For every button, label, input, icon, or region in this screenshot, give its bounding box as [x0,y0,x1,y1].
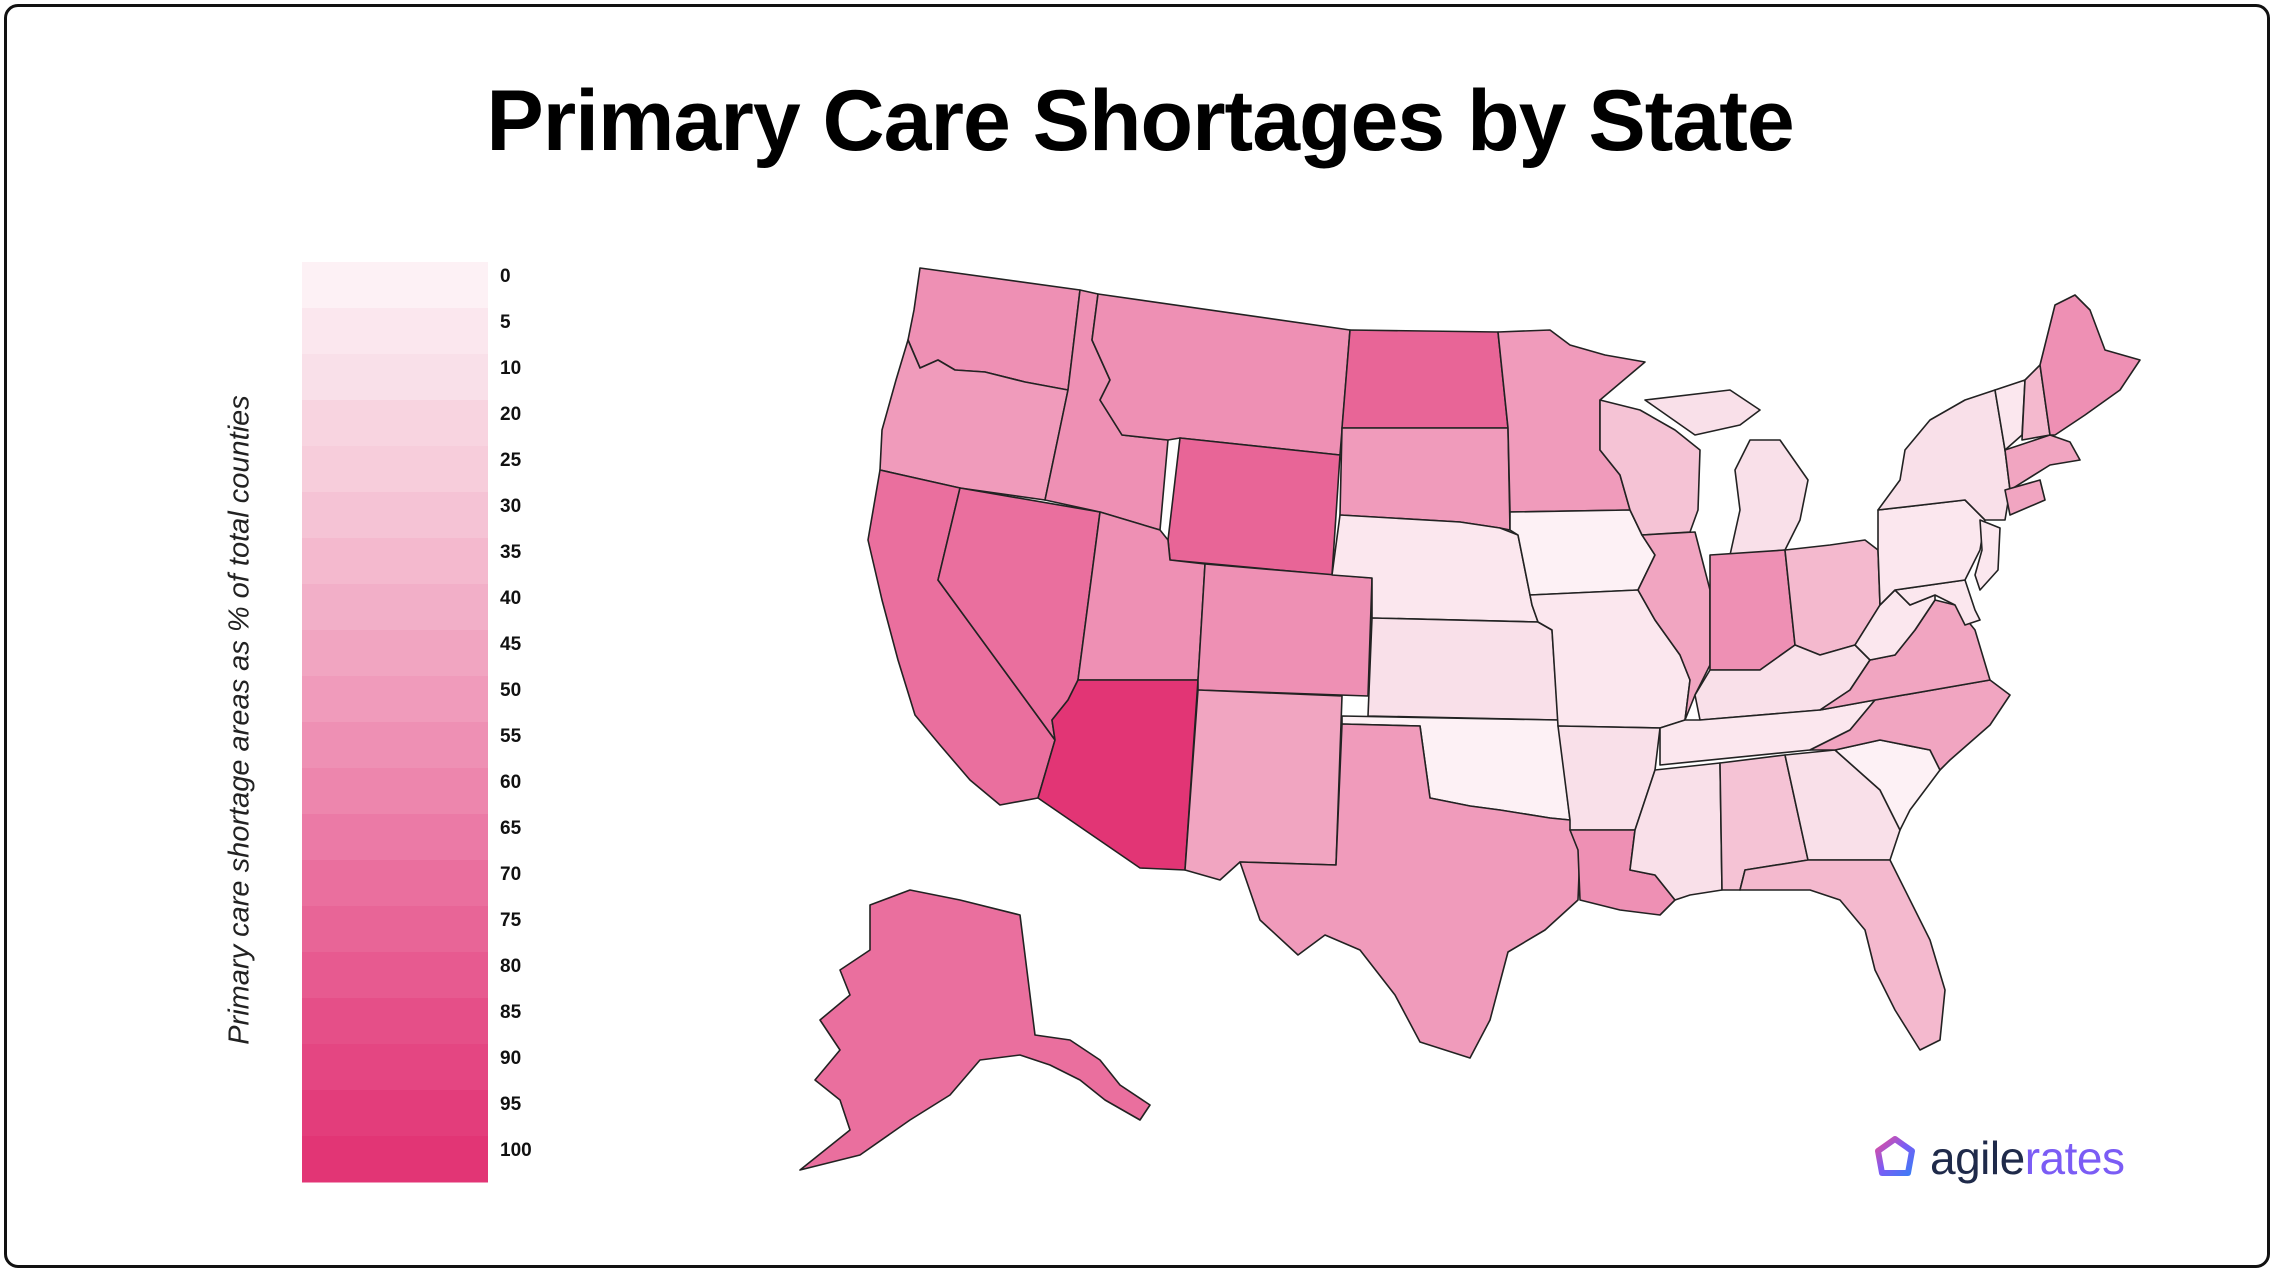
legend-swatch [302,1090,488,1137]
logo-wordmark: agilerates [1930,1131,2125,1185]
state-KS [1367,617,1559,721]
legend-tick-label: 35 [500,542,522,563]
legend-title: Primary care shortage areas as % of tota… [223,395,256,1045]
state-CT [2004,479,2046,516]
legend-tick-label: 100 [500,1140,532,1161]
state-SD [1339,427,1511,531]
legend-swatch [302,998,488,1045]
legend-tick-label: 20 [500,404,522,425]
logo-wordmark-part1: agile [1930,1132,2025,1184]
state-ND [1341,329,1509,429]
legend-swatch [302,676,488,723]
legend-swatch [302,860,488,907]
state-ME [2039,294,2141,436]
legend-swatch [302,354,488,401]
state-IL [1637,531,1711,721]
legend-swatch [302,584,488,631]
state-FL [1739,859,1946,1051]
logo-wordmark-part2: rates [2024,1132,2125,1184]
legend-swatch [302,400,488,447]
legend-swatch [302,446,488,493]
legend-swatch [302,768,488,815]
state-WY [1167,437,1341,576]
chart-title: Primary Care Shortages by State [486,73,1794,169]
legend-tick-label: 90 [500,1048,522,1069]
legend-tick-label: 45 [500,634,522,655]
legend-tick-label: 75 [500,910,522,931]
legend-tick-label: 80 [500,956,522,977]
legend-swatch [302,630,488,677]
agilerates-logo-icon [1875,1136,1915,1176]
legend-tick-label: 25 [500,450,522,471]
state-NC [1809,679,2011,771]
legend-tick-label: 70 [500,864,522,885]
legend-swatch [302,538,488,585]
legend-tick-label: 50 [500,680,522,701]
agilerates-logo: agilerates [1872,1130,2125,1186]
state-MD [1894,579,1981,626]
legend-swatch [302,952,488,999]
state-NY [1877,389,2011,521]
legend-tick-label: 85 [500,1002,522,1023]
legend-tick-label: 55 [500,726,522,747]
state-MT [1091,293,1351,456]
legend-tick-label: 10 [500,358,522,379]
state-NM [1184,689,1343,881]
legend-tick-label: 30 [500,496,522,517]
legend-tick-label: 95 [500,1094,522,1115]
state-TX [1239,723,1581,1059]
legend-tick-label: 65 [500,818,522,839]
state-AZ [1037,679,1199,871]
state-IA [1509,509,1656,596]
state-NJ [1974,519,2001,591]
legend-swatch [302,1044,488,1091]
state-AK [799,889,1151,1171]
legend-tick-label: 5 [500,312,511,333]
legend-swatch [302,308,488,355]
legend-swatch [302,262,488,309]
state-MA [2004,434,2081,491]
state-CO [1197,563,1373,697]
legend-tick-label: 60 [500,772,522,793]
us-map [799,267,2141,1171]
legend-swatch [302,722,488,769]
legend-swatch [302,1136,488,1183]
legend-tick-label: 0 [500,266,511,287]
state-IN [1709,549,1796,671]
legend-swatch [302,814,488,861]
legend-swatch [302,492,488,539]
legend-swatch [302,906,488,953]
legend-tick-label: 40 [500,588,522,609]
